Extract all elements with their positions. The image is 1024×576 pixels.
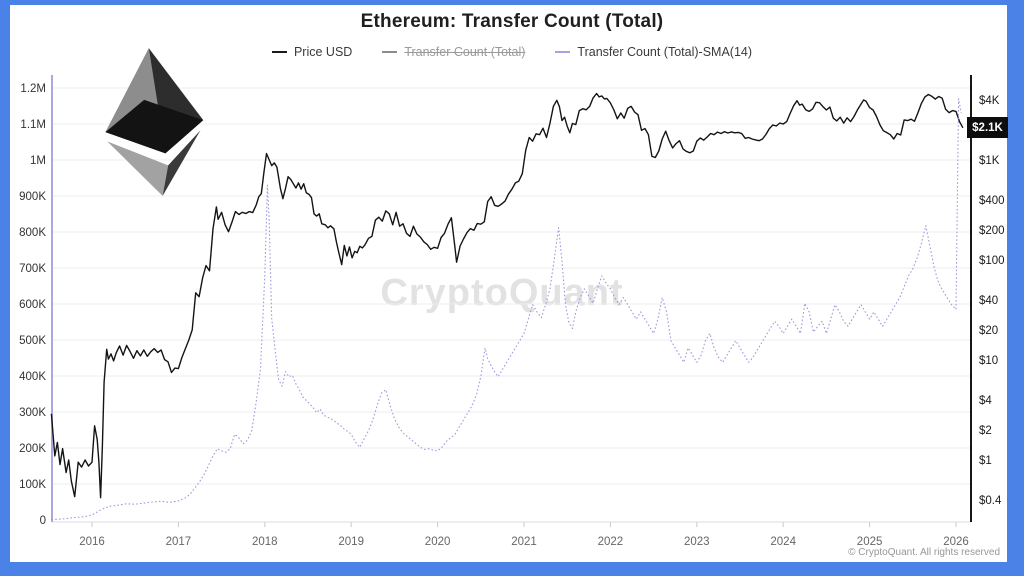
x-axis: 2016 2017 2018 2019 2020 2021 2022 2023 2024 2025… bbox=[52, 521, 971, 548]
x-tick-label-2022: 2022 bbox=[598, 536, 624, 548]
legend-dash-price-usd bbox=[271, 51, 287, 53]
right-tick-label-$20: $20 bbox=[979, 325, 998, 337]
x-tick-label-2021: 2021 bbox=[511, 536, 537, 548]
right-tick-label-$1K: $1K bbox=[979, 155, 1000, 167]
ethereum-logo-icon bbox=[105, 48, 204, 196]
x-tick-label-2020: 2020 bbox=[425, 536, 451, 548]
left-tick-label-0: 0 bbox=[40, 515, 46, 527]
x-tick-label-2017: 2017 bbox=[166, 536, 192, 548]
left-tick-label-100K: 100K bbox=[19, 479, 46, 491]
x-tick-label-2018: 2018 bbox=[252, 536, 278, 548]
left-tick-label-800K: 800K bbox=[19, 227, 46, 239]
chart-title: Ethereum: Transfer Count (Total) bbox=[360, 11, 664, 32]
x-tick-label-2019: 2019 bbox=[338, 536, 364, 548]
right-tick-label-$400: $400 bbox=[979, 195, 1005, 207]
left-tick-label-200K: 200K bbox=[19, 443, 46, 455]
left-tick-label-1.2M: 1.2M bbox=[20, 83, 46, 95]
right-tick-label-$4: $4 bbox=[979, 395, 992, 407]
right-tick-label-$4K: $4K bbox=[979, 95, 1000, 107]
right-tick-label-$40: $40 bbox=[979, 295, 998, 307]
ethereum-logo bbox=[98, 36, 218, 208]
left-tick-label-400K: 400K bbox=[19, 371, 46, 383]
left-tick-label-1.1M: 1.1M bbox=[20, 119, 46, 131]
current-price-badge: $2.1K bbox=[967, 117, 1008, 138]
left-tick-label-600K: 600K bbox=[19, 299, 46, 311]
watermark: CryptoQuant bbox=[380, 272, 624, 314]
left-axis: 0 100K 200K 300K 400K 500K 600K 700K 800K 900K 1M 1… bbox=[19, 75, 53, 527]
right-tick-label-$100: $100 bbox=[979, 255, 1005, 267]
left-tick-label-700K: 700K bbox=[19, 263, 46, 275]
x-tick-label-2025: 2025 bbox=[857, 536, 883, 548]
left-tick-label-1M: 1M bbox=[30, 155, 46, 167]
chart-legend: Price USD Transfer Count (Total) Transfer … bbox=[0, 45, 1024, 59]
legend-item-transfer-count-sma14[interactable]: Transfer Count (Total)-SMA(14) bbox=[555, 45, 752, 59]
right-tick-label-$10: $10 bbox=[979, 355, 998, 367]
copyright-notice: © CryptoQuant. All rights reserved bbox=[848, 547, 1000, 558]
legend-item-price-usd[interactable]: Price USD bbox=[271, 45, 353, 59]
right-tick-label-$0.4: $0.4 bbox=[979, 495, 1002, 507]
x-tick-label-2024: 2024 bbox=[770, 536, 796, 548]
x-tick-label-2023: 2023 bbox=[684, 536, 710, 548]
left-tick-label-900K: 900K bbox=[19, 191, 46, 203]
legend-label-transfer-count-sma14: Transfer Count (Total)-SMA(14) bbox=[577, 45, 753, 59]
legend-dash-transfer-count-sma14 bbox=[555, 51, 571, 53]
legend-dash-transfer-count-total bbox=[382, 51, 398, 53]
legend-item-transfer-count-total[interactable]: Transfer Count (Total) bbox=[382, 45, 525, 59]
right-tick-label-$200: $200 bbox=[979, 225, 1005, 237]
left-tick-label-300K: 300K bbox=[19, 407, 46, 419]
right-axis: $0.4 $1 $2 $4 $10 $20 $40 $100 $200 $400 $1K $4K bbox=[970, 75, 1005, 522]
x-tick-label-2026: 2026 bbox=[943, 536, 969, 548]
legend-label-price-usd: Price USD bbox=[293, 45, 353, 59]
price-usd-line bbox=[50, 92, 964, 499]
gridlines bbox=[53, 87, 970, 485]
right-tick-label-$1: $1 bbox=[979, 455, 992, 467]
left-tick-label-500K: 500K bbox=[19, 335, 46, 347]
right-tick-label-$2: $2 bbox=[979, 425, 992, 437]
x-tick-label-2016: 2016 bbox=[79, 536, 105, 548]
transfer-count-total-sma-14--line bbox=[51, 98, 962, 521]
legend-label-transfer-count-total: Transfer Count (Total) bbox=[404, 45, 526, 59]
